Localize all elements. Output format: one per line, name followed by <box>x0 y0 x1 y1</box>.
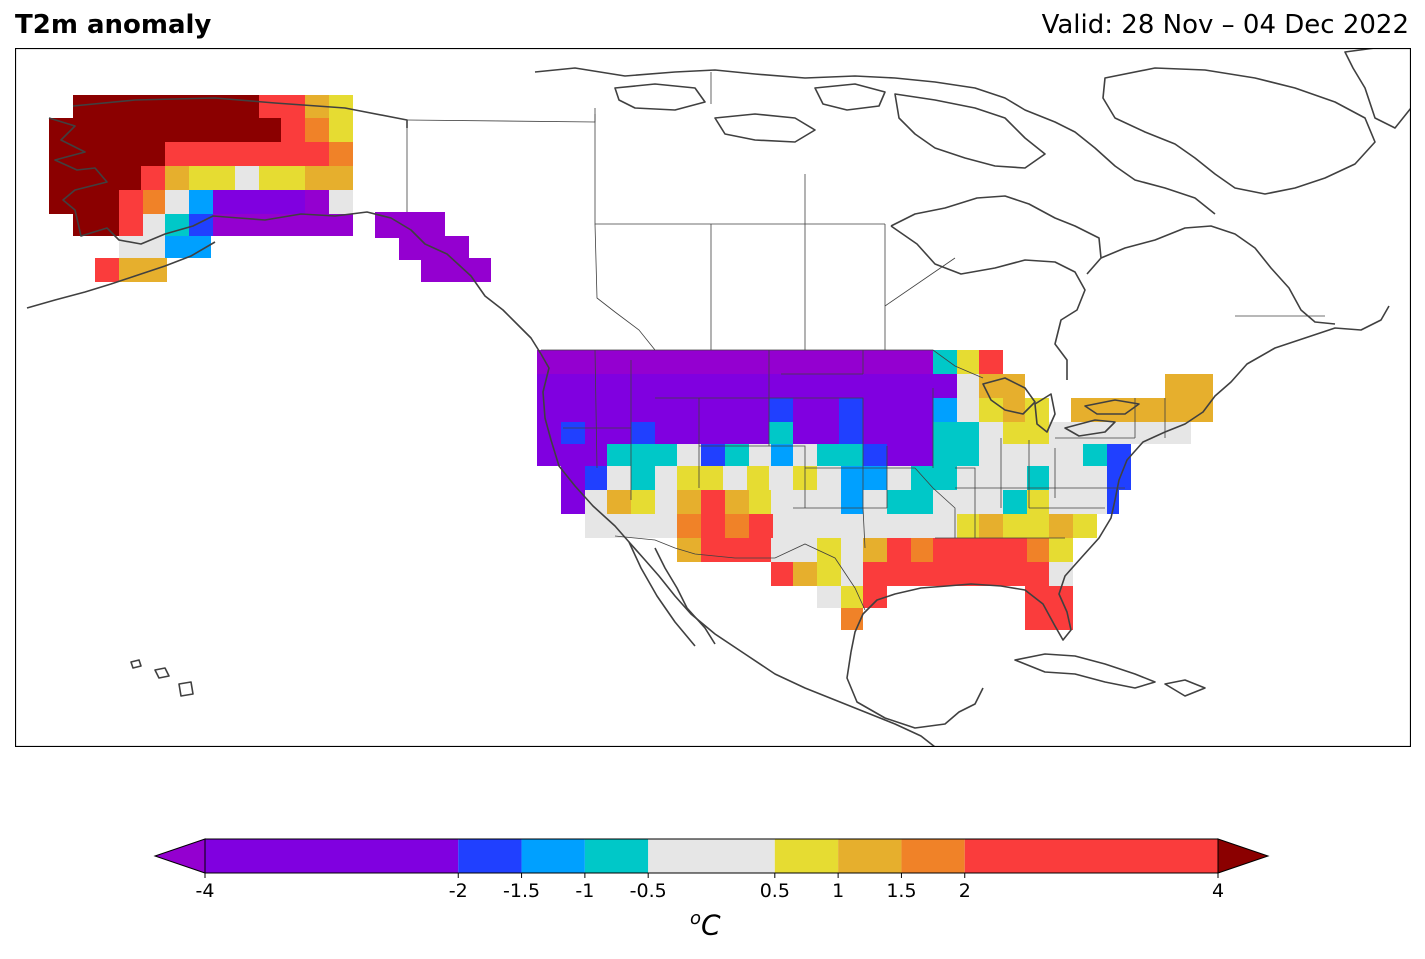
map-frame <box>15 48 1411 747</box>
political-borders <box>406 72 1325 611</box>
unit-main: C <box>701 908 721 942</box>
colorbar-tick-label-2: -1.5 <box>503 880 540 902</box>
anomaly-map <box>15 48 1411 747</box>
colorbar-over-arrow <box>1217 838 1270 874</box>
colorbar-bin-4 <box>648 839 775 873</box>
colorbar-tick-label-0: -4 <box>196 880 215 902</box>
colorbar-tick-label-6: 1 <box>832 880 844 902</box>
colorbar-tick-label-7: 1.5 <box>886 880 916 902</box>
colorbar-tick-label-1: -2 <box>449 880 468 902</box>
colorbar-bin-8 <box>964 839 1218 873</box>
colorbar-bin-5 <box>774 839 839 873</box>
colorbar-bin-3 <box>584 839 649 873</box>
colorbar-outline <box>204 838 1219 874</box>
colorbar-tick-label-9: 4 <box>1212 880 1224 902</box>
colorbar-tick-label-8: 2 <box>959 880 971 902</box>
colorbar-tick-label-3: -1 <box>575 880 594 902</box>
colorbar-bin-6 <box>838 839 902 873</box>
map-title: T2m anomaly <box>15 10 212 40</box>
conus-anomaly-grid <box>537 350 1213 630</box>
valid-date: Valid: 28 Nov – 04 Dec 2022 <box>1041 10 1409 40</box>
colorbar: -4 -2 -1.5 -1 -0.5 0.5 1 1.5 2 4 <box>153 838 1270 902</box>
colorbar-unit-label: oC <box>690 908 721 941</box>
colorbar-bin-2 <box>521 839 585 873</box>
alaska-anomaly-grid <box>49 95 491 282</box>
colorbar-tick-label-4: -0.5 <box>630 880 667 902</box>
colorbar-bin-7 <box>901 839 965 873</box>
coastlines <box>26 48 1411 747</box>
colorbar-bin-1 <box>458 839 522 873</box>
colorbar-bin-0 <box>205 839 459 873</box>
colorbar-tick-label-5: 0.5 <box>760 880 790 902</box>
unit-superscript: o <box>690 908 702 929</box>
colorbar-under-arrow <box>153 838 206 874</box>
